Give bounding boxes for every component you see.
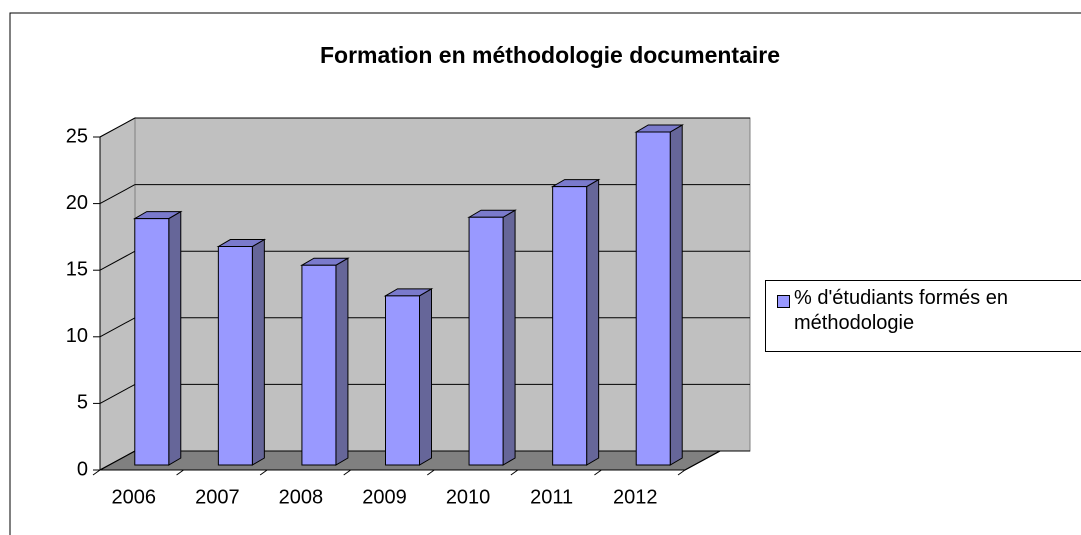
- x-tick-label: 2010: [446, 486, 491, 508]
- grid-line-side: [99, 450, 136, 471]
- grid-line-side: [99, 317, 136, 338]
- bar-front: [468, 216, 504, 466]
- x-tick-label: 2009: [362, 486, 407, 508]
- grid-line-side: [99, 383, 136, 404]
- grid-line-side: [99, 184, 136, 205]
- x-tick-label: 2006: [112, 486, 157, 508]
- x-tick: [594, 469, 602, 476]
- y-tick-label: 15: [66, 258, 88, 280]
- bar-side: [419, 287, 432, 466]
- bar: [383, 287, 434, 466]
- legend-label: % d'étudiants formés en méthodologie: [794, 287, 1008, 334]
- bar-side: [502, 209, 516, 466]
- grid-line-side: [99, 250, 136, 271]
- bar-front: [385, 295, 420, 466]
- x-tick-label: 2012: [613, 486, 658, 508]
- x-tick-label: 2008: [279, 486, 324, 508]
- bar-front: [217, 246, 253, 466]
- side-wall: [99, 117, 136, 471]
- x-tick: [176, 469, 184, 476]
- bar: [300, 257, 350, 466]
- legend-key: [777, 295, 790, 308]
- x-tick: [510, 469, 519, 476]
- y-tick-label: 0: [77, 458, 88, 480]
- y-tick-label: 25: [66, 125, 88, 147]
- y-tick-label: 20: [66, 192, 88, 214]
- bar: [132, 210, 183, 466]
- x-tick: [677, 469, 686, 476]
- chart-title: Formation en méthodologie documentaire: [320, 42, 780, 68]
- bar-side: [335, 257, 349, 466]
- x-axis-depth: [684, 450, 721, 471]
- bar-side: [168, 210, 182, 466]
- bar: [634, 124, 685, 466]
- x-tick: [259, 469, 268, 476]
- y-tick-label: 10: [66, 325, 88, 347]
- bar-side: [669, 124, 683, 466]
- bar: [550, 178, 601, 466]
- y-tick-label: 5: [77, 392, 88, 414]
- x-tick: [426, 469, 435, 476]
- bar-front: [134, 218, 170, 466]
- x-tick: [92, 469, 101, 476]
- bar-front: [301, 264, 337, 466]
- bar: [467, 209, 517, 466]
- bar: [216, 238, 267, 466]
- bar-front: [552, 186, 588, 466]
- legend: % d'étudiants formés en méthodologie: [765, 280, 1081, 352]
- x-tick-label: 2011: [530, 486, 573, 508]
- x-tick-label: 2007: [195, 486, 240, 508]
- x-tick: [343, 469, 352, 476]
- bar-front: [635, 131, 671, 466]
- bar-side: [251, 238, 265, 466]
- bar-side: [586, 178, 600, 466]
- grid-line-side: [99, 117, 136, 138]
